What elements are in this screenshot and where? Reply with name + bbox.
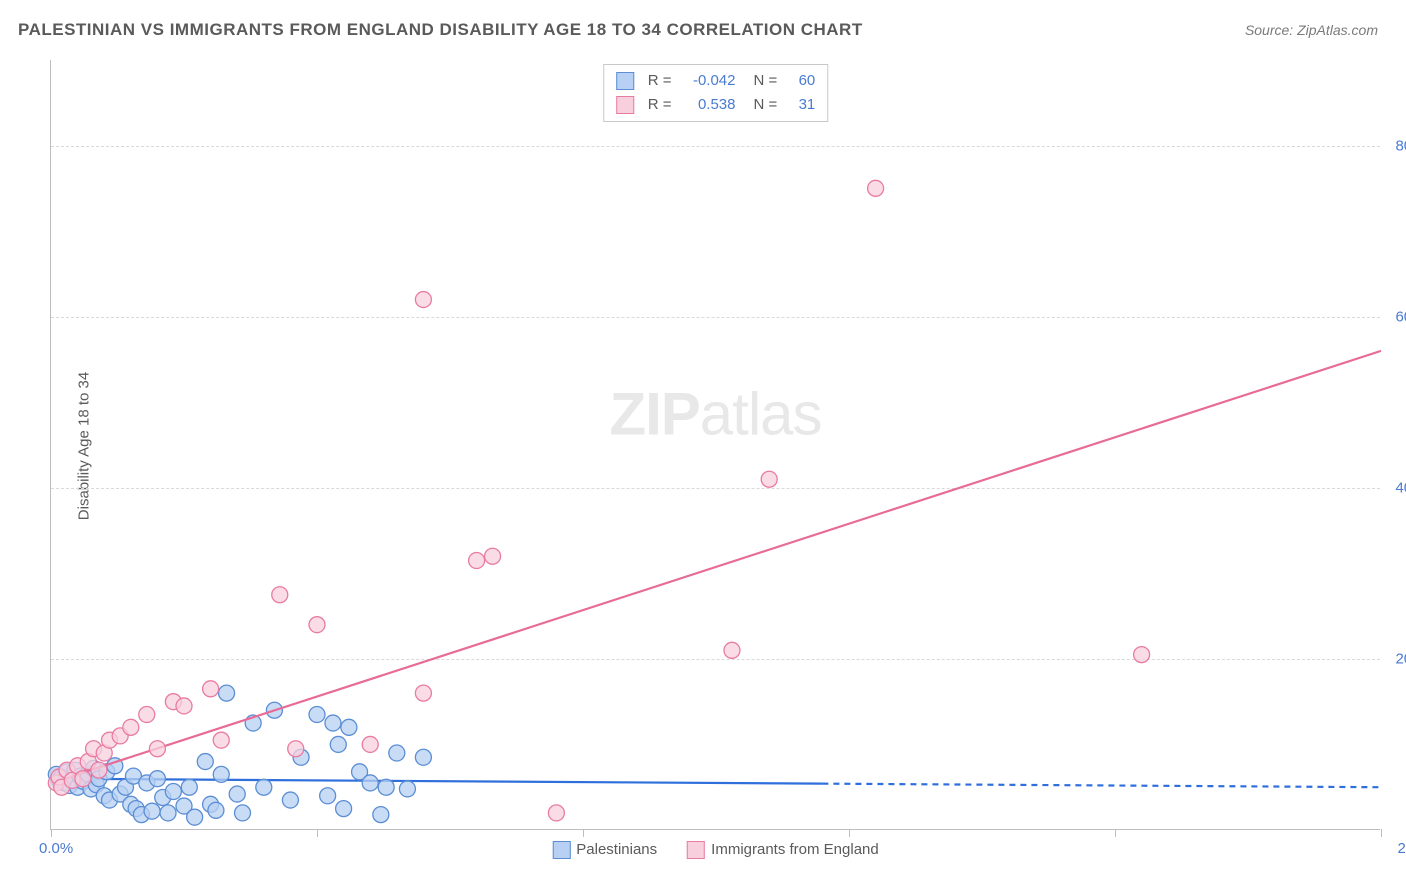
x-tick <box>51 829 52 837</box>
y-tick-label: 40.0% <box>1395 479 1406 496</box>
source-attribution: Source: ZipAtlas.com <box>1245 22 1378 38</box>
y-tick-label: 80.0% <box>1395 137 1406 154</box>
x-tick <box>1115 829 1116 837</box>
x-max-label: 25.0% <box>1397 840 1406 857</box>
x-tick <box>317 829 318 837</box>
legend-row: R =0.538N =31 <box>616 93 816 117</box>
chart-title: PALESTINIAN VS IMMIGRANTS FROM ENGLAND D… <box>18 20 863 40</box>
legend-item-palestinians: Palestinians <box>552 841 657 859</box>
correlation-legend: R =-0.042N =60R =0.538N =31 <box>603 64 829 122</box>
x-tick <box>583 829 584 837</box>
y-tick-label: 20.0% <box>1395 650 1406 667</box>
x-origin-label: 0.0% <box>39 840 73 857</box>
x-tick <box>849 829 850 837</box>
plot-area: ZIPatlas 20.0%40.0%60.0%80.0% 0.0% 25.0%… <box>50 60 1380 830</box>
legend-item-england: Immigrants from England <box>687 841 879 859</box>
series-legend: Palestinians Immigrants from England <box>552 841 878 859</box>
y-tick-label: 60.0% <box>1395 308 1406 325</box>
legend-row: R =-0.042N =60 <box>616 69 816 93</box>
x-tick <box>1381 829 1382 837</box>
chart-svg <box>51 60 1380 829</box>
